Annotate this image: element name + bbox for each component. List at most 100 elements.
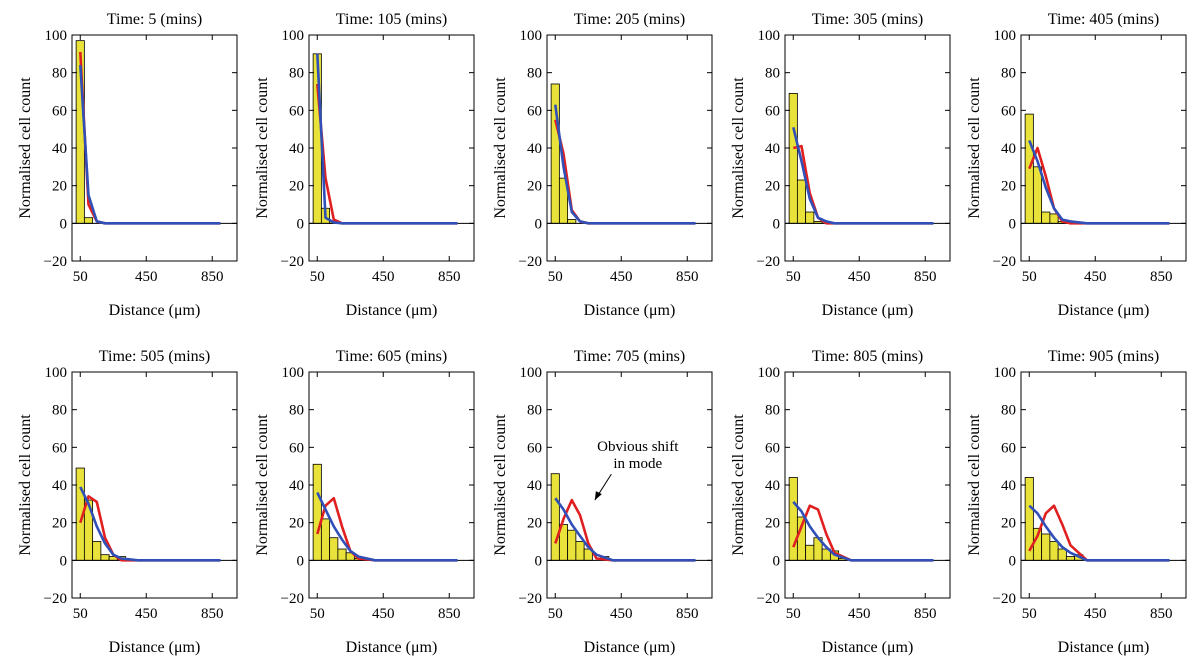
y-tick-label: 40 xyxy=(527,478,542,494)
y-tick-label: 80 xyxy=(289,403,304,419)
y-tick-label: 80 xyxy=(527,403,542,419)
x-tick-label: 50 xyxy=(310,269,325,285)
y-tick-label: 60 xyxy=(527,440,542,456)
y-tick-label: 0 xyxy=(60,216,68,232)
y-tick-label: 40 xyxy=(1001,141,1016,157)
y-tick-label: 20 xyxy=(1001,179,1016,195)
chart-title: Time: 805 (mins) xyxy=(812,348,923,365)
histogram-bar xyxy=(1024,113,1034,224)
x-tick-label: 850 xyxy=(201,269,224,285)
y-tick-label: 20 xyxy=(765,516,780,532)
y-tick-label: 80 xyxy=(52,403,67,419)
y-tick-label: 20 xyxy=(289,516,304,532)
y-axis-label: Normalised cell count xyxy=(492,77,509,219)
x-axis-label: Distance (μm) xyxy=(109,302,201,319)
x-tick-label: 450 xyxy=(610,269,633,285)
chart-panel-7: Time: 605 (mins) Normalised cell count Dis… xyxy=(254,348,475,656)
y-axis-label: Normalised cell count xyxy=(254,414,271,556)
axes-frame xyxy=(1020,371,1187,599)
y-tick-label: 100 xyxy=(994,28,1017,44)
blue-series-line xyxy=(1028,140,1170,225)
y-tick-label: 80 xyxy=(527,66,542,82)
histogram-bar xyxy=(567,529,577,561)
x-tick-label: 850 xyxy=(914,269,937,285)
chart-panel-10: Time: 905 (mins) Normalised cell count Dis… xyxy=(966,348,1187,656)
x-tick-label: 850 xyxy=(438,269,461,285)
blue-series-line xyxy=(554,497,696,562)
blue-series-line xyxy=(79,65,221,225)
axes-frame xyxy=(71,34,238,262)
y-tick-label: 20 xyxy=(527,516,542,532)
y-axis-label: Normalised cell count xyxy=(492,414,509,556)
histogram-bar xyxy=(1041,211,1051,224)
y-tick-label: 20 xyxy=(765,179,780,195)
chart-panel-5: Time: 405 (mins) Normalised cell count Dis… xyxy=(966,11,1187,319)
chart-title: Time: 305 (mins) xyxy=(812,11,923,28)
red-series-line xyxy=(554,119,696,225)
x-tick-label: 50 xyxy=(548,269,563,285)
y-tick-label: 80 xyxy=(1001,403,1016,419)
chart-panel-1: Time: 5 (mins) Normalised cell count Dista… xyxy=(17,11,238,319)
red-series-line xyxy=(1028,146,1170,225)
chart-panel-6: Time: 505 (mins) Normalised cell count Dis… xyxy=(17,348,238,656)
axes-frame xyxy=(308,34,475,262)
y-tick-label: 80 xyxy=(1001,66,1016,82)
x-tick-label: 850 xyxy=(201,606,224,622)
y-tick-label: −20 xyxy=(993,591,1016,607)
y-tick-label: 0 xyxy=(773,553,781,569)
chart-title: Time: 205 (mins) xyxy=(574,11,685,28)
y-tick-label: 0 xyxy=(1009,216,1017,232)
chart-title: Time: 105 (mins) xyxy=(336,11,447,28)
chart-title: Time: 705 (mins) xyxy=(574,348,685,365)
axes-frame xyxy=(1020,34,1187,262)
y-tick-label: 60 xyxy=(289,103,304,119)
y-tick-label: 80 xyxy=(52,66,67,82)
y-tick-label: −20 xyxy=(281,254,304,270)
axes-frame xyxy=(71,371,238,599)
histogram-bar xyxy=(312,463,322,561)
y-tick-label: 40 xyxy=(1001,478,1016,494)
histogram-bar xyxy=(92,541,102,561)
histogram-bar xyxy=(1049,213,1059,224)
y-tick-label: −20 xyxy=(519,591,542,607)
y-axis-label: Normalised cell count xyxy=(730,414,747,556)
y-tick-label: −20 xyxy=(44,254,67,270)
blue-series-line xyxy=(792,501,934,562)
chart-title: Time: 505 (mins) xyxy=(99,348,210,365)
x-axis-label: Distance (μm) xyxy=(109,639,201,656)
y-tick-label: 20 xyxy=(289,179,304,195)
x-tick-label: 50 xyxy=(548,606,563,622)
blue-series-line xyxy=(1028,504,1170,562)
y-tick-label: 80 xyxy=(289,66,304,82)
y-tick-label: −20 xyxy=(281,591,304,607)
chart-title: Time: 5 (mins) xyxy=(107,11,202,28)
x-axis-label: Distance (μm) xyxy=(584,639,676,656)
y-tick-label: 100 xyxy=(45,28,68,44)
y-tick-label: 60 xyxy=(765,103,780,119)
y-tick-label: 100 xyxy=(520,28,543,44)
y-tick-label: 20 xyxy=(52,179,67,195)
x-tick-label: 850 xyxy=(914,606,937,622)
red-series-line xyxy=(79,494,221,562)
x-axis-label: Distance (μm) xyxy=(346,639,438,656)
y-tick-label: 0 xyxy=(297,553,305,569)
y-tick-label: 60 xyxy=(765,440,780,456)
histogram-bar xyxy=(567,219,577,224)
histogram-bar xyxy=(1065,556,1076,561)
y-tick-label: 0 xyxy=(535,216,543,232)
x-tick-label: 450 xyxy=(848,269,871,285)
histogram-bar xyxy=(100,554,110,561)
chart-title: Time: 605 (mins) xyxy=(336,348,447,365)
y-tick-label: 60 xyxy=(1001,103,1016,119)
blue-series-line xyxy=(79,486,221,562)
x-tick-label: 450 xyxy=(1084,269,1107,285)
red-series-line xyxy=(316,83,458,225)
x-tick-label: 450 xyxy=(135,606,158,622)
histogram-bar xyxy=(312,53,322,224)
x-tick-label: 850 xyxy=(676,269,699,285)
annotation-text: in mode xyxy=(613,456,662,472)
x-axis-label: Distance (μm) xyxy=(822,302,914,319)
chart-panel-8: Time: 705 (mins) Normalised cell count Dis… xyxy=(492,348,713,656)
chart-panel-2: Time: 105 (mins) Normalised cell count Dis… xyxy=(254,11,475,319)
